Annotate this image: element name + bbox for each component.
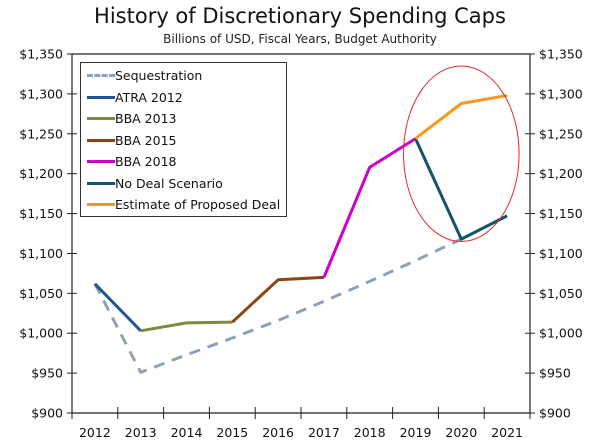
y-tick-label-left: $1,000 xyxy=(19,326,63,341)
legend-label: BBA 2013 xyxy=(115,111,177,127)
legend-label: Estimate of Proposed Deal xyxy=(115,197,281,213)
legend-swatch xyxy=(87,74,115,78)
y-tick-label-right: $1,050 xyxy=(539,286,583,301)
y-tick-label-right: $1,150 xyxy=(539,206,583,221)
legend-item: No Deal Scenario xyxy=(87,173,286,195)
series-line-no-deal-scenario xyxy=(414,137,508,241)
legend-item: BBA 2018 xyxy=(87,151,286,173)
y-tick-label-left: $1,200 xyxy=(19,166,63,181)
legend-item: BBA 2013 xyxy=(87,108,286,130)
x-tick-label: 2012 xyxy=(79,425,111,440)
legend-swatch xyxy=(87,203,115,207)
x-tick-label: 2021 xyxy=(491,425,523,440)
chart-subtitle: Billions of USD, Fiscal Years, Budget Au… xyxy=(163,32,437,46)
series-line-atra-2012 xyxy=(93,282,142,332)
legend-item: Sequestration xyxy=(87,65,286,87)
y-tick-label-right: $1,200 xyxy=(539,166,583,181)
legend-label: BBA 2018 xyxy=(115,154,177,170)
series-line-bba-2013 xyxy=(140,320,233,333)
legend-label: No Deal Scenario xyxy=(115,175,223,191)
y-tick-label-left: $1,050 xyxy=(19,286,63,301)
x-tick-label: 2015 xyxy=(216,425,248,440)
y-tick-label-right: $900 xyxy=(539,406,571,421)
y-tick-label-right: $1,000 xyxy=(539,326,583,341)
legend-swatch xyxy=(87,95,115,99)
legend-swatch xyxy=(87,138,115,142)
highlight-ellipse xyxy=(403,65,520,242)
series-line-bba-2015 xyxy=(231,275,324,324)
x-tick-label: 2016 xyxy=(262,425,294,440)
legend-swatch xyxy=(87,181,115,185)
legend-item: Estimate of Proposed Deal xyxy=(87,194,286,216)
x-tick-label: 2019 xyxy=(400,425,432,440)
x-tick-label: 2018 xyxy=(354,425,386,440)
y-tick-label-left: $1,250 xyxy=(19,126,63,141)
legend-item: ATRA 2012 xyxy=(87,87,286,109)
legend-label: Sequestration xyxy=(115,68,203,84)
series-line-sequestration xyxy=(93,237,462,374)
legend-label: ATRA 2012 xyxy=(115,89,183,105)
y-tick-label-left: $1,350 xyxy=(19,47,63,62)
y-tick-label-left: $1,300 xyxy=(19,86,63,101)
y-tick-label-left: $950 xyxy=(31,366,63,381)
legend-swatch xyxy=(87,160,115,164)
chart-title: History of Discretionary Spending Caps xyxy=(94,4,506,28)
series-line-bba-2018 xyxy=(322,137,417,278)
y-tick-label-right: $1,300 xyxy=(539,86,583,101)
legend-label: BBA 2015 xyxy=(115,132,177,148)
y-tick-label-left: $1,100 xyxy=(19,246,63,261)
y-tick-label-right: $1,250 xyxy=(539,126,583,141)
series-line-estimate-of-proposed-deal xyxy=(414,94,508,140)
legend-swatch xyxy=(87,117,115,121)
legend-item: BBA 2015 xyxy=(87,130,286,152)
y-tick-label-left: $1,150 xyxy=(19,206,63,221)
y-tick-label-left: $900 xyxy=(31,406,63,421)
x-tick-label: 2020 xyxy=(445,425,477,440)
x-tick-label: 2014 xyxy=(171,425,203,440)
legend: Sequestration ATRA 2012 BBA 2013 BBA 2015 BB… xyxy=(80,62,287,217)
x-tick-label: 2013 xyxy=(125,425,157,440)
x-tick-label: 2017 xyxy=(308,425,340,440)
y-tick-label-right: $950 xyxy=(539,366,571,381)
y-tick-label-right: $1,100 xyxy=(539,246,583,261)
y-tick-label-right: $1,350 xyxy=(539,47,583,62)
